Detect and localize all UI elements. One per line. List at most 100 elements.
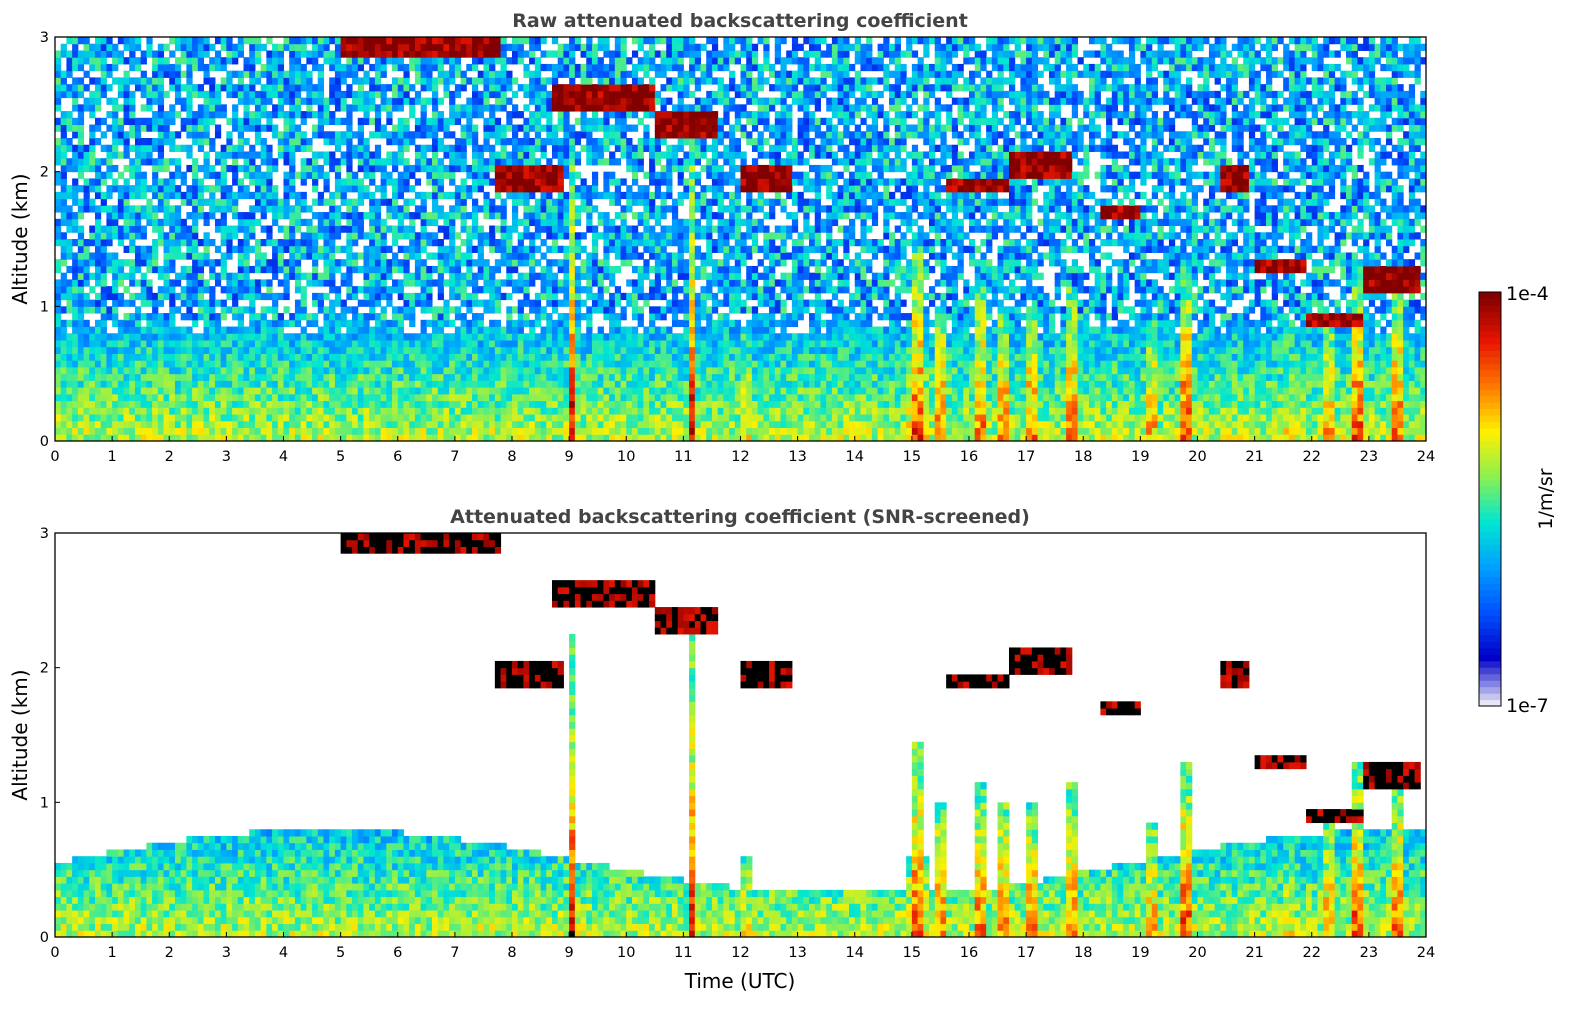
heatmap-cell — [534, 387, 542, 395]
heatmap-cell — [123, 77, 130, 85]
heatmap-cell — [243, 225, 250, 233]
heatmap-cell — [409, 164, 416, 173]
heatmap-cell — [152, 306, 159, 314]
heatmap-cell — [432, 380, 439, 388]
heatmap-cell — [626, 144, 633, 152]
heatmap-cell — [169, 84, 176, 92]
heatmap-cell — [334, 259, 342, 267]
heatmap-cell — [426, 353, 433, 361]
heatmap-cell — [197, 420, 205, 429]
heatmap-cell — [591, 232, 599, 240]
heatmap-cell — [169, 407, 176, 415]
heatmap-cell — [134, 77, 142, 85]
heatmap-cell — [506, 138, 513, 146]
heatmap-cell — [374, 232, 382, 240]
heatmap-cell — [100, 43, 107, 51]
heatmap-cell — [237, 380, 245, 388]
heatmap-cell — [134, 117, 142, 126]
heatmap-cell — [426, 265, 433, 274]
heatmap-cell — [214, 185, 222, 193]
heatmap-cell — [277, 400, 284, 408]
heatmap-cell — [443, 299, 450, 307]
heatmap-cell — [586, 313, 593, 321]
heatmap-cell — [237, 434, 245, 442]
heatmap-cell — [386, 84, 393, 92]
heatmap-cell — [580, 360, 587, 368]
heatmap-cell — [55, 434, 62, 442]
heatmap-cell — [597, 70, 604, 78]
heatmap-cell — [146, 340, 153, 348]
heatmap-cell — [403, 259, 410, 267]
heatmap-cell — [403, 407, 410, 415]
heatmap-cell — [180, 340, 187, 348]
heatmap-cell — [260, 138, 267, 146]
heatmap-cell — [380, 218, 387, 227]
heatmap-cell — [546, 380, 553, 388]
heatmap-cell — [232, 191, 239, 200]
heatmap-cell — [626, 420, 633, 429]
heatmap-cell — [66, 373, 73, 381]
heatmap-cell — [94, 77, 102, 85]
heatmap-cell — [100, 319, 107, 328]
heatmap-cell — [569, 400, 576, 408]
heatmap-cell — [214, 326, 222, 334]
heatmap-cell — [529, 319, 536, 328]
heatmap-cell — [163, 286, 170, 294]
heatmap-cell — [374, 340, 382, 348]
heatmap-cell — [369, 259, 376, 267]
heatmap-cell — [117, 124, 125, 132]
heatmap-cell — [620, 373, 627, 381]
heatmap-cell — [277, 353, 284, 361]
heatmap-cell — [420, 50, 427, 58]
heatmap-cell — [289, 151, 296, 159]
heatmap-cell — [449, 37, 456, 45]
heatmap-cell — [60, 373, 67, 381]
heatmap-cell — [55, 407, 62, 415]
heatmap-cell — [77, 225, 85, 233]
heatmap-cell — [380, 292, 387, 301]
heatmap-cell — [523, 37, 530, 45]
heatmap-cell — [174, 37, 182, 45]
heatmap-cell — [294, 57, 302, 65]
heatmap-cell — [523, 138, 530, 146]
heatmap-cell — [551, 407, 559, 415]
heatmap-cell — [500, 434, 507, 442]
heatmap-cell — [409, 185, 416, 193]
heatmap-cell — [243, 37, 250, 45]
heatmap-cell — [460, 84, 467, 92]
heatmap-cell — [254, 434, 262, 442]
heatmap-cell — [363, 158, 370, 166]
heatmap-cell — [443, 84, 450, 92]
heatmap-cell — [563, 225, 570, 233]
heatmap-cell — [60, 70, 67, 78]
heatmap-cell — [329, 380, 336, 388]
heatmap-cell — [89, 340, 96, 348]
heatmap-cell — [477, 387, 484, 395]
heatmap-cell — [449, 57, 456, 65]
heatmap-cell — [186, 151, 193, 159]
heatmap-cell — [163, 63, 170, 72]
heatmap-cell — [163, 319, 170, 328]
heatmap-cell — [483, 239, 490, 247]
heatmap-cell — [540, 360, 547, 368]
heatmap-cell — [517, 259, 524, 267]
heatmap-cell — [546, 326, 553, 334]
heatmap-cell — [334, 185, 342, 193]
heatmap-cell — [586, 393, 593, 402]
heatmap-cell — [517, 299, 524, 307]
heatmap-cell — [209, 373, 216, 381]
heatmap-cell — [289, 178, 296, 186]
heatmap-cell — [357, 360, 364, 368]
heatmap-cell — [363, 340, 370, 348]
heatmap-cell — [214, 346, 222, 354]
heatmap-cell — [409, 292, 416, 301]
heatmap-cell — [157, 272, 165, 280]
heatmap-cell — [586, 400, 593, 408]
heatmap-cell — [392, 434, 399, 442]
heatmap-cell — [169, 77, 176, 85]
heatmap-cell — [489, 225, 496, 233]
heatmap-cell — [174, 407, 182, 415]
heatmap-cell — [569, 427, 576, 435]
heatmap-cell — [540, 218, 547, 227]
heatmap-cell — [214, 151, 222, 159]
